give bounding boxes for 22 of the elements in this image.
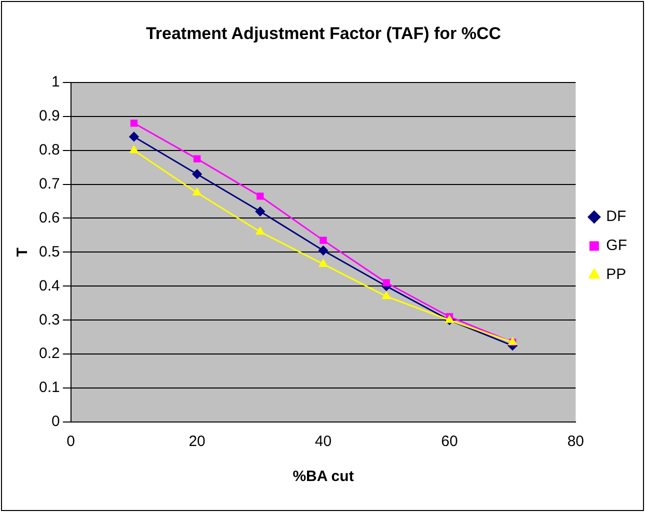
y-tick-label: 0.8 <box>38 141 60 158</box>
y-tick-label: 1 <box>52 74 60 91</box>
y-tick-label: 0.7 <box>38 175 60 192</box>
y-tick-label: 0.2 <box>38 345 60 362</box>
x-tick-label: 20 <box>188 433 206 450</box>
x-axis-title: %BA cut <box>292 468 354 486</box>
legend-label: DF <box>606 208 626 226</box>
y-tick-label: 0.6 <box>38 209 60 226</box>
y-tick-label: 0.3 <box>38 311 60 328</box>
x-tick-label: 40 <box>314 433 332 450</box>
y-tick-label: 0 <box>52 413 60 430</box>
y-tick-label: 0.1 <box>38 379 60 396</box>
y-axis-title: T <box>14 248 32 257</box>
y-tick-label: 0.9 <box>38 108 60 124</box>
chart-title: Treatment Adjustment Factor (TAF) for %CC <box>146 24 502 43</box>
legend-label: GF <box>606 237 628 254</box>
y-tick-label: 0.5 <box>38 243 60 260</box>
legend-label: PP <box>606 266 626 284</box>
x-tick-label: 0 <box>66 433 76 450</box>
x-tick-label: 60 <box>441 433 458 450</box>
y-tick-label: 0.4 <box>38 277 60 294</box>
x-tick-label: 80 <box>567 433 584 450</box>
